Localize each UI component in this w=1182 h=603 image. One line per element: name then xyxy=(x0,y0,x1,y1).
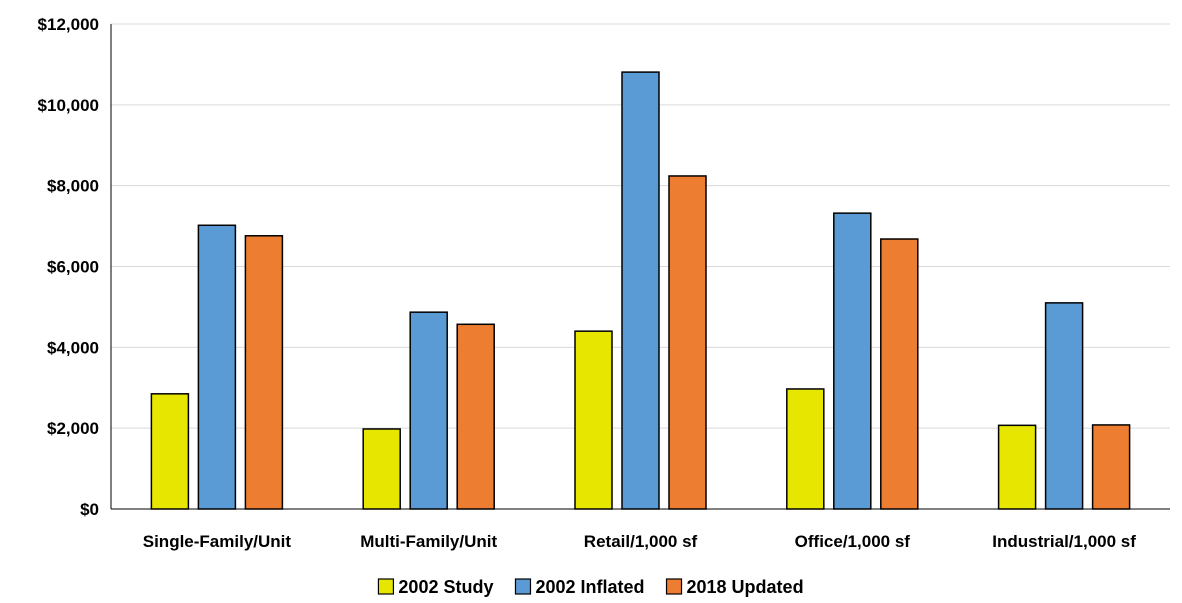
bar-2002-inflated-1 xyxy=(409,311,448,510)
bar-2002-study-1 xyxy=(362,428,401,510)
y-tick-label: $2,000 xyxy=(47,419,99,438)
x-category-label: Multi-Family/Unit xyxy=(360,532,497,551)
bar-2018-updated-2 xyxy=(668,175,707,510)
x-category-label: Office/1,000 sf xyxy=(795,532,911,551)
y-tick-label: $8,000 xyxy=(47,177,99,196)
bar-2018-updated-3 xyxy=(880,238,919,510)
y-tick-label: $4,000 xyxy=(47,338,99,357)
legend-label: 2002 Study xyxy=(398,577,493,597)
bar-2002-inflated-2 xyxy=(621,71,660,510)
bar-2002-inflated-0 xyxy=(197,224,237,510)
legend: 2002 Study 2002 Inflated 2018 Updated xyxy=(377,577,804,597)
legend-swatch xyxy=(377,578,395,595)
bar-2018-updated-0 xyxy=(244,235,284,510)
bar-2002-study-0 xyxy=(150,393,190,510)
x-category-label: Industrial/1,000 sf xyxy=(992,532,1136,551)
y-tick-label: $6,000 xyxy=(47,258,99,277)
legend-swatch xyxy=(514,578,532,595)
y-tick-label: $12,000 xyxy=(38,15,99,34)
y-tick-label: $10,000 xyxy=(38,96,99,115)
x-category-label: Single-Family/Unit xyxy=(143,532,292,551)
bar-2002-study-2 xyxy=(574,330,613,510)
legend-swatch xyxy=(665,578,683,595)
category-labels: Single-Family/Unit Multi-Family/Unit Retai… xyxy=(143,532,1136,551)
x-category-label: Retail/1,000 sf xyxy=(584,532,698,551)
bar-2002-study-3 xyxy=(786,388,825,510)
bar-2002-inflated-3 xyxy=(833,212,872,510)
legend-label: 2002 Inflated xyxy=(535,577,644,597)
bar-2018-updated-4 xyxy=(1091,424,1131,510)
bar-2002-study-4 xyxy=(997,424,1037,510)
y-axis-tick-labels: $0 $2,000 $4,000 $6,000 $8,000 $10,000 $12,000 xyxy=(38,15,99,519)
axes xyxy=(110,24,1170,510)
bar-2002-inflated-4 xyxy=(1044,302,1084,510)
bars xyxy=(150,71,1131,510)
legend-label: 2018 Updated xyxy=(687,577,804,597)
y-tick-label: $0 xyxy=(80,500,99,519)
bar-2018-updated-1 xyxy=(456,323,495,510)
